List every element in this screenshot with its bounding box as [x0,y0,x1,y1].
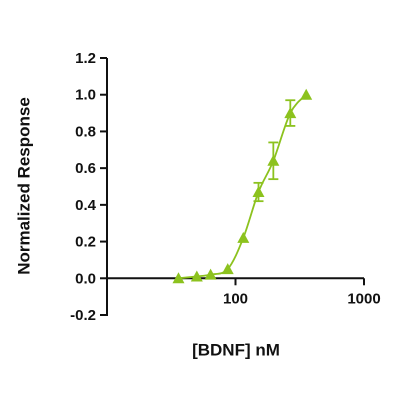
data-point [252,186,265,198]
data-point [190,270,203,282]
x-axis-label: [BDNF] nM [192,340,280,359]
y-tick-label: 0.4 [75,197,97,214]
data-point [267,154,280,166]
y-tick-label: 0.6 [75,160,96,177]
y-tick-label: -0.2 [70,307,96,324]
data-point [172,272,185,284]
y-tick-label: 0.8 [75,123,96,140]
fit-curve [178,94,307,280]
y-axis-label: Normalized Response [14,97,33,275]
data-point [221,263,234,275]
y-tick-label: 1.2 [75,50,96,67]
data-point [204,268,217,280]
y-tick-label: 0.2 [75,234,96,251]
data-point [300,88,313,100]
data-point [284,107,297,119]
y-tick-label: 0.0 [75,270,96,287]
x-tick-label: 1000 [347,290,380,307]
data-point [237,231,250,243]
y-tick-label: 1.0 [75,87,96,104]
x-tick-label: 100 [223,290,248,307]
